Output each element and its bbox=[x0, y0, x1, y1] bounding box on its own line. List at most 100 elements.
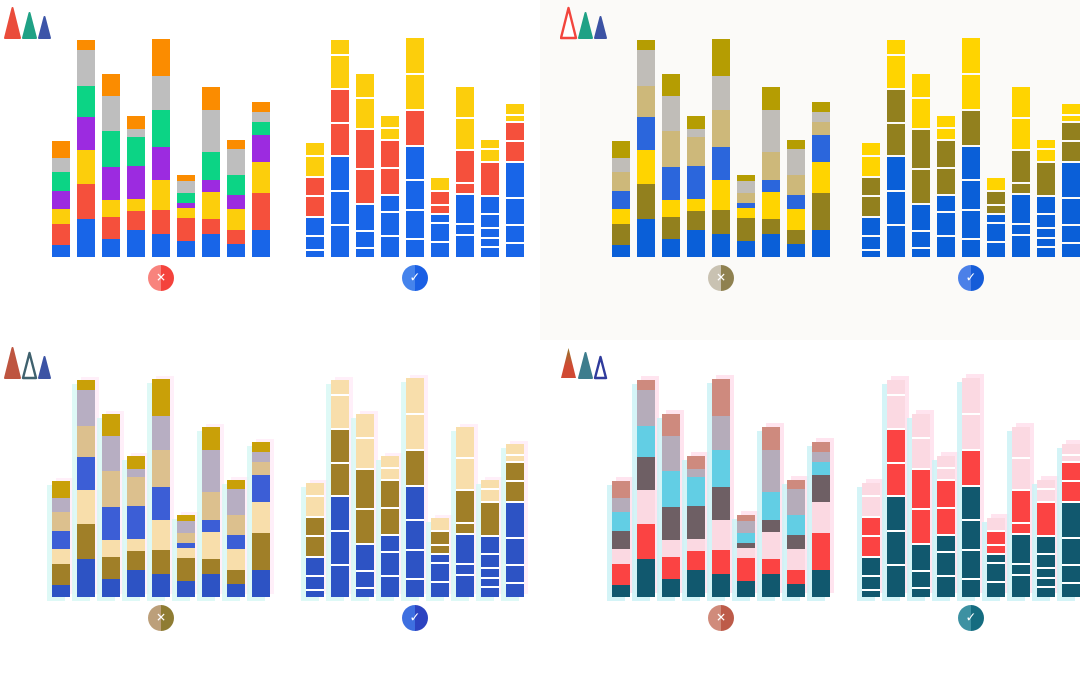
bar-segment-green bbox=[152, 110, 170, 147]
dont-chart-bars bbox=[612, 375, 830, 597]
bar-segment-yellow bbox=[687, 199, 705, 211]
bar-segment-blue bbox=[1012, 225, 1030, 234]
stacked-bar bbox=[687, 116, 705, 257]
bar-segment-yellow bbox=[152, 180, 170, 210]
bar-segment-blue bbox=[912, 589, 930, 597]
stacked-bar bbox=[77, 40, 95, 257]
dont-chart: ✕ bbox=[612, 35, 830, 291]
bar-segment-yellow bbox=[406, 38, 424, 73]
bar-segment-gray bbox=[712, 416, 730, 450]
bar-segment-red bbox=[356, 130, 374, 168]
stacked-bar bbox=[102, 414, 120, 597]
bar-segment-gray bbox=[612, 158, 630, 172]
bar-segment-red bbox=[937, 509, 955, 534]
bar-segment-blue bbox=[987, 564, 1005, 581]
bar-segment-purple bbox=[612, 191, 630, 209]
bar-segment-blue bbox=[306, 218, 324, 235]
bar-segment-blue bbox=[937, 213, 955, 235]
stacked-bar bbox=[202, 87, 220, 257]
bar-segment-red bbox=[456, 151, 474, 182]
bar-segment-blue bbox=[431, 215, 449, 222]
bar-segment-yellow bbox=[937, 116, 955, 127]
bar-segment-blue bbox=[506, 503, 524, 537]
bar-segment-blue bbox=[177, 581, 195, 597]
bar-segment-red bbox=[152, 550, 170, 574]
bar-segment-green bbox=[227, 515, 245, 535]
bar-segment-purple bbox=[637, 117, 655, 150]
x-glyph: ✕ bbox=[155, 270, 167, 285]
bar-segment-purple bbox=[762, 180, 780, 192]
stacked-bar bbox=[862, 143, 880, 257]
bar-segment-orange bbox=[612, 481, 630, 498]
bar-segment-blue bbox=[356, 249, 374, 257]
bar-segment-orange bbox=[687, 456, 705, 469]
bar-segment-blue bbox=[1062, 566, 1080, 582]
bar-segment-blue bbox=[1037, 197, 1055, 213]
bar-segment-yellow bbox=[481, 150, 499, 161]
stacked-bar bbox=[787, 480, 805, 597]
bar-segment-yellow bbox=[202, 532, 220, 559]
bar-segment-red bbox=[331, 124, 349, 155]
bar-segment-blue bbox=[331, 226, 349, 257]
bar-segment-yellow bbox=[937, 456, 955, 467]
bar-segment-blue bbox=[962, 487, 980, 519]
bar-segment-blue bbox=[812, 570, 830, 597]
stacked-bar bbox=[987, 178, 1005, 257]
bar-segment-yellow bbox=[862, 483, 880, 495]
bar-segment-blue bbox=[1012, 565, 1030, 574]
bar-segment-orange bbox=[152, 379, 170, 416]
bar-segment-blue bbox=[481, 555, 499, 567]
bar-segment-blue bbox=[406, 551, 424, 578]
bar-segment-red bbox=[431, 192, 449, 204]
bar-segment-gray bbox=[687, 469, 705, 477]
bar-segment-blue bbox=[381, 577, 399, 597]
bar-segment-red bbox=[431, 546, 449, 553]
bar-segment-blue bbox=[456, 535, 474, 563]
bar-segment-purple bbox=[812, 475, 830, 502]
bar-segment-orange bbox=[762, 427, 780, 450]
bar-segment-purple bbox=[737, 203, 755, 208]
dont-chart-bars bbox=[52, 375, 270, 597]
s-cone-icon bbox=[594, 16, 607, 39]
bar-segment-yellow bbox=[356, 99, 374, 128]
stacked-bar bbox=[662, 414, 680, 597]
bar-segment-red bbox=[812, 193, 830, 230]
bar-segment-purple bbox=[687, 506, 705, 539]
bar-segment-yellow bbox=[77, 490, 95, 524]
bar-segment-red bbox=[506, 482, 524, 501]
bar-segment-yellow bbox=[456, 459, 474, 489]
bar-segment-red bbox=[762, 219, 780, 234]
bar-segment-yellow bbox=[1062, 444, 1080, 454]
bar-segment-blue bbox=[381, 536, 399, 551]
bar-segment-yellow bbox=[381, 116, 399, 127]
bar-segment-yellow bbox=[381, 456, 399, 467]
bar-segment-blue bbox=[331, 497, 349, 530]
bar-segment-red bbox=[306, 537, 324, 556]
bar-segment-yellow bbox=[1012, 459, 1030, 489]
bar-segment-red bbox=[381, 141, 399, 167]
bar-segment-yellow bbox=[1062, 116, 1080, 121]
bar-segment-red bbox=[306, 197, 324, 216]
bar-segment-blue bbox=[506, 163, 524, 197]
stacked-bar bbox=[252, 102, 270, 257]
bar-segment-blue bbox=[252, 570, 270, 597]
bar-segment-green bbox=[687, 137, 705, 166]
bar-segment-orange bbox=[812, 442, 830, 452]
bar-segment-yellow bbox=[406, 75, 424, 109]
bar-segment-blue bbox=[481, 579, 499, 586]
bar-segment-red bbox=[431, 532, 449, 544]
bar-segment-red bbox=[177, 558, 195, 581]
bar-segment-yellow bbox=[152, 520, 170, 550]
bar-segment-red bbox=[687, 211, 705, 230]
bar-segment-blue bbox=[862, 237, 880, 249]
bar-segment-green bbox=[662, 131, 680, 167]
bar-segment-red bbox=[1062, 142, 1080, 161]
stacked-bar bbox=[481, 480, 499, 597]
bar-segment-gray bbox=[252, 112, 270, 122]
bar-segment-blue bbox=[862, 251, 880, 257]
stacked-bar bbox=[506, 444, 524, 597]
bar-segment-blue bbox=[912, 545, 930, 570]
stacked-bar bbox=[356, 414, 374, 597]
bar-segment-red bbox=[331, 90, 349, 122]
bar-segment-blue bbox=[227, 584, 245, 597]
